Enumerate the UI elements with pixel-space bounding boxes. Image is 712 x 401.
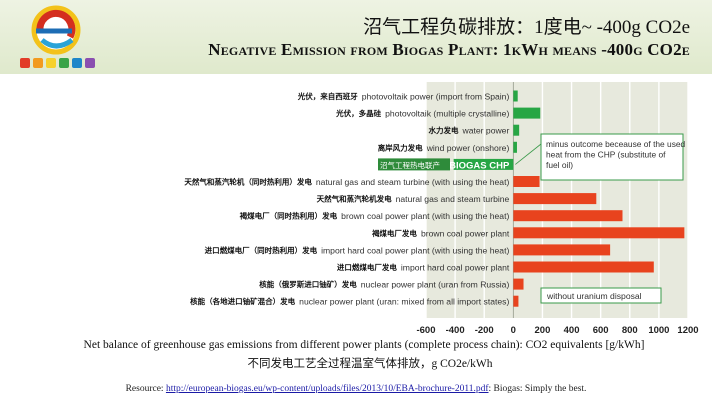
annotation-chp-text: minus outcome beceause of the used heat f…: [546, 139, 686, 170]
bar-0: [513, 90, 518, 102]
category-label-cn: 褐煤电厂发电: [371, 228, 417, 238]
bar-3: [513, 141, 517, 153]
title-english: Negative Emission from Biogas Plant: 1kW…: [208, 40, 690, 60]
category-label-cn: 水力发电: [429, 125, 459, 135]
source-prefix: Resource:: [125, 384, 166, 394]
annotation-chp-line: minus outcome beceause of the used: [546, 139, 686, 149]
caption-chinese: 不同发电工艺全过程温室气体排放，g CO2e/kWh: [247, 358, 493, 370]
bar-10: [513, 261, 654, 273]
x-tick-label: -200: [475, 325, 494, 336]
category-label-en: BIOGAS CHP: [449, 160, 510, 171]
source-line: Resource: http://european-biogas.eu/wp-c…: [0, 384, 712, 394]
category-label-cn: 褐煤电厂（同时热利用）发电: [239, 211, 338, 221]
annotation-box-chp: [540, 133, 684, 181]
x-tick-label: -400: [446, 325, 465, 336]
x-tick-label: 1000: [648, 325, 669, 336]
bar-1: [513, 107, 541, 119]
category-label-en: wind power (onshore): [426, 143, 510, 153]
x-tick-label: 0: [511, 325, 516, 336]
category-label-en: import hard coal power plant (with using…: [321, 245, 509, 255]
annotation-connector: [515, 143, 542, 165]
bar-biogas-chp: [453, 158, 514, 170]
bar-6: [513, 193, 597, 205]
category-label-en: water power: [462, 126, 510, 136]
category-label-cn: 离岸风力发电: [378, 142, 423, 152]
annotation-chp-line: heat from the CHP (substitute of: [546, 150, 666, 160]
category-label-cn: 光伏，多晶硅: [335, 108, 381, 118]
bar-2: [513, 124, 520, 136]
x-tick-label: 1200: [677, 325, 698, 336]
category-label-en: natural gas and steam turbine: [396, 194, 510, 204]
x-tick-label: 400: [564, 325, 580, 336]
bar-5: [513, 176, 540, 187]
category-label-cn: 天然气和蒸汽轮机（同时热利用）发电: [184, 177, 312, 187]
annotation-chp-line: fuel oil): [546, 160, 573, 170]
bar-12: [513, 295, 519, 307]
category-label-en: photovoltaik (multiple crystalline): [385, 109, 509, 119]
category-label-cn: 进口燃煤电厂发电: [337, 262, 397, 272]
bar-9: [513, 244, 611, 256]
category-label-cn: 光伏，来自西班牙: [297, 91, 358, 101]
bar-11: [513, 278, 524, 290]
category-label-cn: 天然气和蒸汽轮机发电: [317, 194, 392, 204]
emissions-chart: -600 -400 -200 0 200 400 600 800 1000 1200 photovo…: [0, 74, 712, 344]
category-label-cn: 核能（俄罗斯进口铀矿）发电: [259, 279, 357, 289]
logo: [20, 5, 95, 68]
annotation-uranium-text: without uranium disposal: [546, 291, 642, 301]
bar-8: [513, 227, 685, 239]
category-label-en: import hard coal power plant: [401, 263, 510, 273]
title-english-text: Negative Emission from Biogas Plant: 1kW…: [208, 40, 690, 59]
category-label-en: natural gas and steam turbine (with usin…: [316, 177, 510, 187]
source-suffix: : Biogas: Simply the best.: [488, 384, 587, 394]
caption-english: Net balance of greenhouse gas emissions …: [83, 339, 645, 351]
title-chinese: 沼气工程负碳排放：1度电~ -400g CO2e: [363, 17, 690, 38]
x-tick-label: 600: [593, 325, 609, 336]
source-link[interactable]: http://european-biogas.eu/wp-content/upl…: [165, 384, 489, 394]
header-band: [0, 0, 712, 74]
category-label-en: brown coal power plant (with using the h…: [341, 211, 509, 221]
category-label-cn: 核能（各地进口铀矿混合）发电: [190, 296, 295, 306]
category-label-en: nuclear power plant (uran from Russia): [361, 280, 510, 290]
x-tick-label: 200: [535, 325, 551, 336]
x-tick-label: -600: [416, 325, 435, 336]
category-label-cn: 进口燃煤电厂（同时热利用）发电: [205, 245, 318, 255]
category-label-en: nuclear power plant (uran: mixed from al…: [299, 297, 509, 307]
category-label-en: brown coal power plant: [421, 228, 510, 238]
x-tick-label: 800: [622, 325, 638, 336]
annotation-box-uranium: [540, 287, 662, 304]
bar-7: [513, 210, 623, 222]
category-label-cn: 沼气工程热电联产: [380, 160, 440, 170]
chart-svg: -600 -400 -200 0 200 400 600 800 1000 1200 photovo…: [184, 82, 699, 336]
category-label-en: photovoltaik power (import from Spain): [362, 92, 510, 102]
chp-label-box: [378, 158, 450, 171]
